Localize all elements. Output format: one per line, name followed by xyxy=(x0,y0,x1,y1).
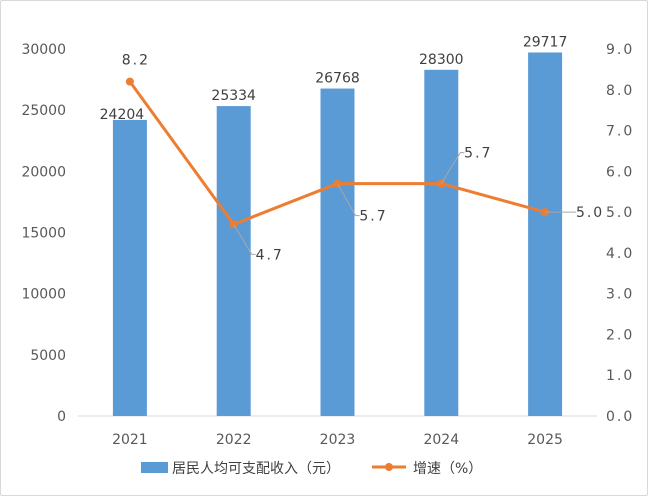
bar-data-label: 26768 xyxy=(315,71,360,87)
line-label-leader xyxy=(440,152,465,184)
bar-data-label: 24204 xyxy=(100,107,145,123)
line-data-label: 5.7 xyxy=(464,146,492,162)
right-axis-tick-label: 9.0 xyxy=(606,42,634,58)
legend-swatch-growth-marker xyxy=(385,463,393,471)
left-axis-ticks: 0 5000 10000 15000 20000 25000 30000 xyxy=(21,42,66,425)
right-axis-ticks: 0.0 1.0 2.0 3.0 4.0 5.0 6.0 7.0 8.0 9.0 xyxy=(606,42,634,425)
right-axis-tick-label: 8.0 xyxy=(606,83,634,99)
bar-2023 xyxy=(320,88,355,416)
bar-2025 xyxy=(528,52,563,416)
left-axis-tick-label: 10000 xyxy=(21,287,66,303)
line-data-label: 4.7 xyxy=(256,247,284,263)
bar-2024 xyxy=(424,69,459,417)
right-axis-tick-label: 1.0 xyxy=(606,368,634,384)
line-data-label: 8.2 xyxy=(122,53,150,69)
bar-data-labels: 24204 25334 26768 28300 29717 xyxy=(100,34,568,122)
bar-2022 xyxy=(216,106,251,416)
bar-series xyxy=(112,52,563,417)
bar-data-label: 28300 xyxy=(419,52,464,68)
left-axis-tick-label: 0 xyxy=(57,409,66,425)
left-axis-tick-label: 5000 xyxy=(30,348,66,364)
legend-label-income: 居民人均可支配收入（元） xyxy=(172,461,340,477)
x-axis-tick-label: 2024 xyxy=(423,432,459,448)
legend-label-growth: 增速（%） xyxy=(413,461,482,477)
left-axis-tick-label: 25000 xyxy=(21,103,66,119)
right-axis-tick-label: 7.0 xyxy=(606,124,634,140)
right-axis-tick-label: 0.0 xyxy=(606,409,634,425)
left-axis-tick-label: 30000 xyxy=(21,42,66,58)
right-axis-tick-label: 2.0 xyxy=(606,327,634,343)
line-data-labels: 8.2 4.7 5.7 5.7 5.0 xyxy=(122,53,604,264)
x-axis-tick-label: 2022 xyxy=(216,432,252,448)
legend: 居民人均可支配收入（元） 增速（%） xyxy=(141,461,482,477)
left-axis-tick-label: 20000 xyxy=(21,164,66,180)
line-label-leader xyxy=(233,224,256,255)
growth-point-2021 xyxy=(125,77,134,86)
right-axis-tick-label: 5.0 xyxy=(606,205,634,221)
right-axis-tick-label: 6.0 xyxy=(606,164,634,180)
left-axis-tick-label: 15000 xyxy=(21,226,66,242)
x-axis-tick-label: 2023 xyxy=(320,432,356,448)
bar-data-label: 25334 xyxy=(211,88,256,104)
line-data-label: 5.7 xyxy=(359,209,387,225)
x-axis-tick-label: 2021 xyxy=(112,432,148,448)
line-data-label: 5.0 xyxy=(576,205,604,221)
x-axis-tick-label: 2025 xyxy=(527,432,563,448)
right-axis-tick-label: 4.0 xyxy=(606,246,634,262)
bar-data-label: 29717 xyxy=(523,34,568,50)
bar-2021 xyxy=(112,119,147,416)
line-label-leader xyxy=(337,183,360,217)
right-axis-tick-label: 3.0 xyxy=(606,287,634,303)
x-axis-ticks: 2021 2022 2023 2024 2025 xyxy=(112,432,563,448)
legend-swatch-income xyxy=(141,462,168,473)
